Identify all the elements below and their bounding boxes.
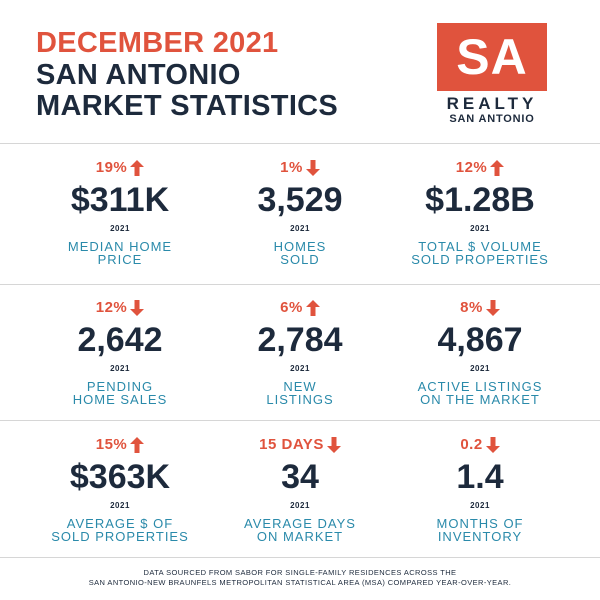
stat-label: MONTHS OF INVENTORY bbox=[390, 517, 570, 543]
stat-label-line: PENDING bbox=[86, 379, 154, 394]
stat-year: 2021 bbox=[470, 501, 490, 510]
stat-label-line: SOLD PROPERTIES bbox=[51, 529, 189, 544]
stat-change-text: 12% bbox=[455, 159, 488, 176]
stat-year: 2021 bbox=[470, 224, 490, 233]
stat-value: 4,867 bbox=[437, 321, 523, 359]
stat-label-line: TOTAL $ VOLUME bbox=[418, 239, 542, 254]
stat-value: $1.28B bbox=[425, 181, 535, 219]
stat-card: 1% 3,529 2021 HOMES SOLD bbox=[210, 158, 390, 266]
stat-year: 2021 bbox=[290, 364, 310, 373]
stat-label: ACTIVE LISTINGS ON THE MARKET bbox=[390, 380, 570, 406]
arrow-down-icon bbox=[130, 300, 145, 316]
stat-label: MEDIAN HOME PRICE bbox=[30, 240, 210, 266]
logo-name: REALTY bbox=[446, 94, 538, 113]
logo-mark: SA bbox=[437, 23, 547, 91]
stat-card: 6% 2,784 2021 NEW LISTINGS bbox=[210, 298, 390, 406]
arrow-up-icon bbox=[305, 300, 320, 316]
row-divider bbox=[0, 557, 600, 558]
stat-change: 19% bbox=[30, 158, 210, 178]
stat-value: 1.4 bbox=[456, 458, 504, 496]
stat-change-text: 6% bbox=[280, 299, 303, 316]
stat-label: HOMES SOLD bbox=[210, 240, 390, 266]
stat-label-line: ON MARKET bbox=[256, 529, 344, 544]
title-city: SAN ANTONIO bbox=[36, 59, 241, 91]
stat-label-line: LISTINGS bbox=[266, 392, 334, 407]
footer-line: SAN ANTONIO-NEW BRAUNFELS METROPOLITAN S… bbox=[88, 578, 512, 587]
arrow-up-icon bbox=[130, 160, 145, 176]
arrow-down-icon bbox=[485, 300, 500, 316]
arrow-down-icon bbox=[305, 160, 320, 176]
stat-change: 8% bbox=[390, 298, 570, 318]
stat-change: 6% bbox=[210, 298, 390, 318]
stat-label-line: MEDIAN HOME bbox=[67, 239, 173, 254]
stat-value: 2,642 bbox=[77, 321, 163, 359]
stat-change-text: 12% bbox=[95, 299, 128, 316]
stat-year: 2021 bbox=[110, 501, 130, 510]
stat-label-line: NEW bbox=[283, 379, 317, 394]
stat-label-line: HOME SALES bbox=[72, 392, 168, 407]
stat-change: 0.2 bbox=[390, 435, 570, 455]
stat-card: 12% $1.28B 2021 TOTAL $ VOLUME SOLD PROPERTI… bbox=[390, 158, 570, 266]
stat-label: PENDING HOME SALES bbox=[30, 380, 210, 406]
stat-label-line: SOLD bbox=[280, 252, 320, 267]
stat-year: 2021 bbox=[290, 501, 310, 510]
stat-year: 2021 bbox=[110, 224, 130, 233]
footer-line: DATA SOURCED FROM SABOR FOR SINGLE-FAMIL… bbox=[143, 568, 457, 577]
stat-label-line: PRICE bbox=[97, 252, 143, 267]
row-divider bbox=[0, 284, 600, 285]
stat-label-line: AVERAGE DAYS bbox=[244, 516, 356, 531]
stat-value: $311K bbox=[70, 181, 170, 219]
page-title: DECEMBER 2021 SAN ANTONIO MARKET STATIST… bbox=[36, 26, 338, 122]
stat-card: 19% $311K 2021 MEDIAN HOME PRICE bbox=[30, 158, 210, 266]
stat-label-line: AVERAGE $ OF bbox=[66, 516, 174, 531]
stat-change-text: 19% bbox=[95, 159, 128, 176]
row-divider bbox=[0, 420, 600, 421]
stat-label: TOTAL $ VOLUME SOLD PROPERTIES bbox=[390, 240, 570, 266]
stat-change-text: 0.2 bbox=[460, 436, 483, 453]
stat-card: 0.2 1.4 2021 MONTHS OF INVENTORY bbox=[390, 435, 570, 543]
stat-value: $363K bbox=[69, 458, 171, 496]
stat-change: 12% bbox=[390, 158, 570, 178]
stat-label-line: ACTIVE LISTINGS bbox=[417, 379, 543, 394]
stat-change: 15 DAYS bbox=[210, 435, 390, 455]
stat-card: 8% 4,867 2021 ACTIVE LISTINGS ON THE MARKET bbox=[390, 298, 570, 406]
stat-label-line: MONTHS OF bbox=[436, 516, 524, 531]
stat-label-line: INVENTORY bbox=[437, 529, 523, 544]
stat-card: 15% $363K 2021 AVERAGE $ OF SOLD PROPERTIES bbox=[30, 435, 210, 543]
stat-change-text: 1% bbox=[280, 159, 303, 176]
stat-value: 3,529 bbox=[257, 181, 343, 219]
stat-value: 2,784 bbox=[257, 321, 343, 359]
stat-label: NEW LISTINGS bbox=[210, 380, 390, 406]
stat-card: 12% 2,642 2021 PENDING HOME SALES bbox=[30, 298, 210, 406]
stat-value: 34 bbox=[281, 458, 319, 496]
stat-card: 15 DAYS 34 2021 AVERAGE DAYS ON MARKET bbox=[210, 435, 390, 543]
logo-tagline: SAN ANTONIO bbox=[449, 113, 535, 125]
stat-change: 15% bbox=[30, 435, 210, 455]
stat-label-line: ON THE MARKET bbox=[420, 392, 540, 407]
footer-note: DATA SOURCED FROM SABOR FOR SINGLE-FAMIL… bbox=[0, 568, 600, 588]
arrow-down-icon bbox=[326, 437, 341, 453]
arrow-up-icon bbox=[130, 437, 145, 453]
stat-change: 12% bbox=[30, 298, 210, 318]
arrow-up-icon bbox=[490, 160, 505, 176]
row-divider bbox=[0, 143, 600, 144]
stat-label: AVERAGE $ OF SOLD PROPERTIES bbox=[30, 517, 210, 543]
title-subject: MARKET STATISTICS bbox=[36, 90, 339, 122]
stat-change: 1% bbox=[210, 158, 390, 178]
stat-label-line: HOMES bbox=[273, 239, 327, 254]
stat-change-text: 15 DAYS bbox=[259, 436, 324, 453]
stat-year: 2021 bbox=[110, 364, 130, 373]
stat-year: 2021 bbox=[470, 364, 490, 373]
stat-change-text: 15% bbox=[95, 436, 128, 453]
stat-year: 2021 bbox=[290, 224, 310, 233]
stat-label: AVERAGE DAYS ON MARKET bbox=[210, 517, 390, 543]
title-month: DECEMBER 2021 bbox=[36, 27, 279, 59]
stat-change-text: 8% bbox=[460, 299, 483, 316]
brand-logo: SA REALTY SAN ANTONIO bbox=[437, 23, 547, 126]
arrow-down-icon bbox=[485, 437, 500, 453]
stat-label-line: SOLD PROPERTIES bbox=[411, 252, 549, 267]
